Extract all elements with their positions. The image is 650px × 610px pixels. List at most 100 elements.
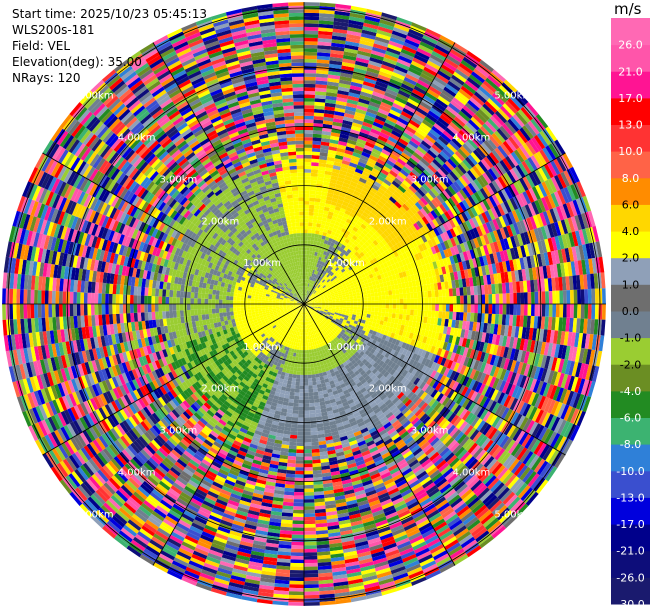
ppi-cell	[523, 304, 528, 316]
ppi-cell	[523, 292, 528, 304]
ppi-cell	[312, 381, 317, 386]
ppi-cell	[513, 181, 523, 195]
ppi-cell	[315, 91, 327, 96]
ppi-cell	[304, 169, 312, 173]
ppi-cell	[333, 291, 338, 295]
ppi-cell	[309, 297, 313, 301]
ppi-cell	[379, 197, 387, 205]
ppi-cell	[379, 105, 391, 113]
ppi-cell	[428, 201, 437, 210]
ppi-cell	[474, 294, 478, 304]
ppi-cell	[309, 276, 312, 280]
ppi-cell	[318, 281, 322, 285]
ppi-cell	[476, 202, 485, 214]
ppi-cell	[396, 158, 407, 167]
ppi-cell	[309, 287, 312, 291]
ppi-cell	[363, 183, 372, 191]
ppi-cell	[487, 74, 502, 88]
ppi-cell	[344, 44, 359, 51]
ppi-cell	[309, 272, 313, 277]
ppi-cell	[307, 295, 311, 299]
ppi-cell	[350, 5, 367, 13]
ppi-cell	[341, 216, 348, 222]
ppi-cell	[318, 264, 322, 269]
ppi-cell	[307, 265, 311, 269]
ppi-cell	[447, 51, 463, 63]
ppi-cell	[349, 212, 356, 218]
ppi-cell	[408, 216, 417, 225]
ppi-cell	[484, 120, 497, 133]
ppi-cell	[313, 112, 324, 117]
ppi-cell	[389, 258, 395, 265]
ppi-cell	[305, 293, 307, 298]
ppi-cell	[354, 256, 360, 262]
ppi-cell	[330, 284, 335, 288]
ppi-cell	[306, 247, 310, 251]
ppi-cell	[350, 220, 357, 227]
ppi-cell	[315, 84, 327, 89]
ppi-cell	[473, 237, 480, 248]
ppi-cell	[324, 225, 330, 230]
ppi-cell	[489, 115, 502, 129]
ppi-cell	[310, 424, 317, 429]
ppi-cell	[435, 296, 439, 304]
ppi-cell	[434, 156, 445, 166]
ppi-cell	[408, 140, 419, 149]
ppi-cell	[312, 258, 316, 263]
ppi-cell	[502, 140, 514, 154]
ppi-cell	[455, 178, 465, 190]
ppi-cell	[375, 177, 384, 185]
ppi-cell	[527, 120, 540, 135]
ppi-cell	[448, 218, 456, 229]
ppi-cell	[460, 127, 473, 139]
ppi-cell	[367, 244, 373, 251]
ppi-cell	[425, 134, 436, 144]
ppi-cell	[441, 289, 446, 297]
ppi-cell	[404, 257, 411, 265]
ppi-cell	[375, 222, 382, 229]
ppi-cell	[345, 37, 361, 44]
ppi-cell	[321, 130, 332, 136]
ppi-cell	[348, 200, 356, 206]
ppi-cell	[396, 242, 403, 249]
ppi-cell	[386, 115, 398, 124]
ppi-cell	[469, 167, 480, 179]
ppi-cell	[479, 187, 489, 200]
ppi-cell	[307, 229, 312, 234]
ppi-cell	[315, 270, 319, 275]
ppi-cell	[317, 280, 321, 284]
ppi-cell	[314, 198, 321, 203]
ppi-cell	[354, 187, 363, 194]
ppi-cell	[436, 41, 452, 52]
ppi-cell	[404, 177, 414, 186]
ppi-cell	[423, 66, 438, 77]
ppi-cell	[433, 227, 441, 237]
ppi-cell	[331, 279, 336, 284]
ppi-cell	[384, 312, 389, 318]
ppi-cell	[509, 116, 523, 130]
ppi-cell	[360, 214, 367, 221]
ppi-cell	[306, 294, 309, 298]
ppi-cell	[420, 258, 426, 266]
ppi-cell	[415, 163, 426, 172]
ppi-cell	[310, 292, 313, 296]
ppi-cell	[473, 312, 478, 323]
ppi-cell	[417, 188, 426, 197]
ppi-cell	[333, 17, 349, 24]
ppi-cell	[350, 268, 355, 273]
ppi-cell	[349, 282, 354, 287]
ppi-cell	[494, 90, 508, 104]
ppi-cell	[339, 76, 352, 82]
ppi-cell	[456, 132, 468, 144]
ppi-cell	[343, 266, 349, 271]
ppi-cells	[2, 2, 606, 606]
ppi-cell	[389, 304, 393, 309]
ppi-cell	[534, 304, 539, 317]
ppi-cell	[320, 295, 324, 298]
ppi-cell	[311, 289, 315, 293]
ppi-cell	[375, 270, 381, 276]
ppi-cell	[391, 71, 406, 81]
ppi-cell	[505, 155, 516, 169]
ppi-cell	[379, 184, 388, 192]
